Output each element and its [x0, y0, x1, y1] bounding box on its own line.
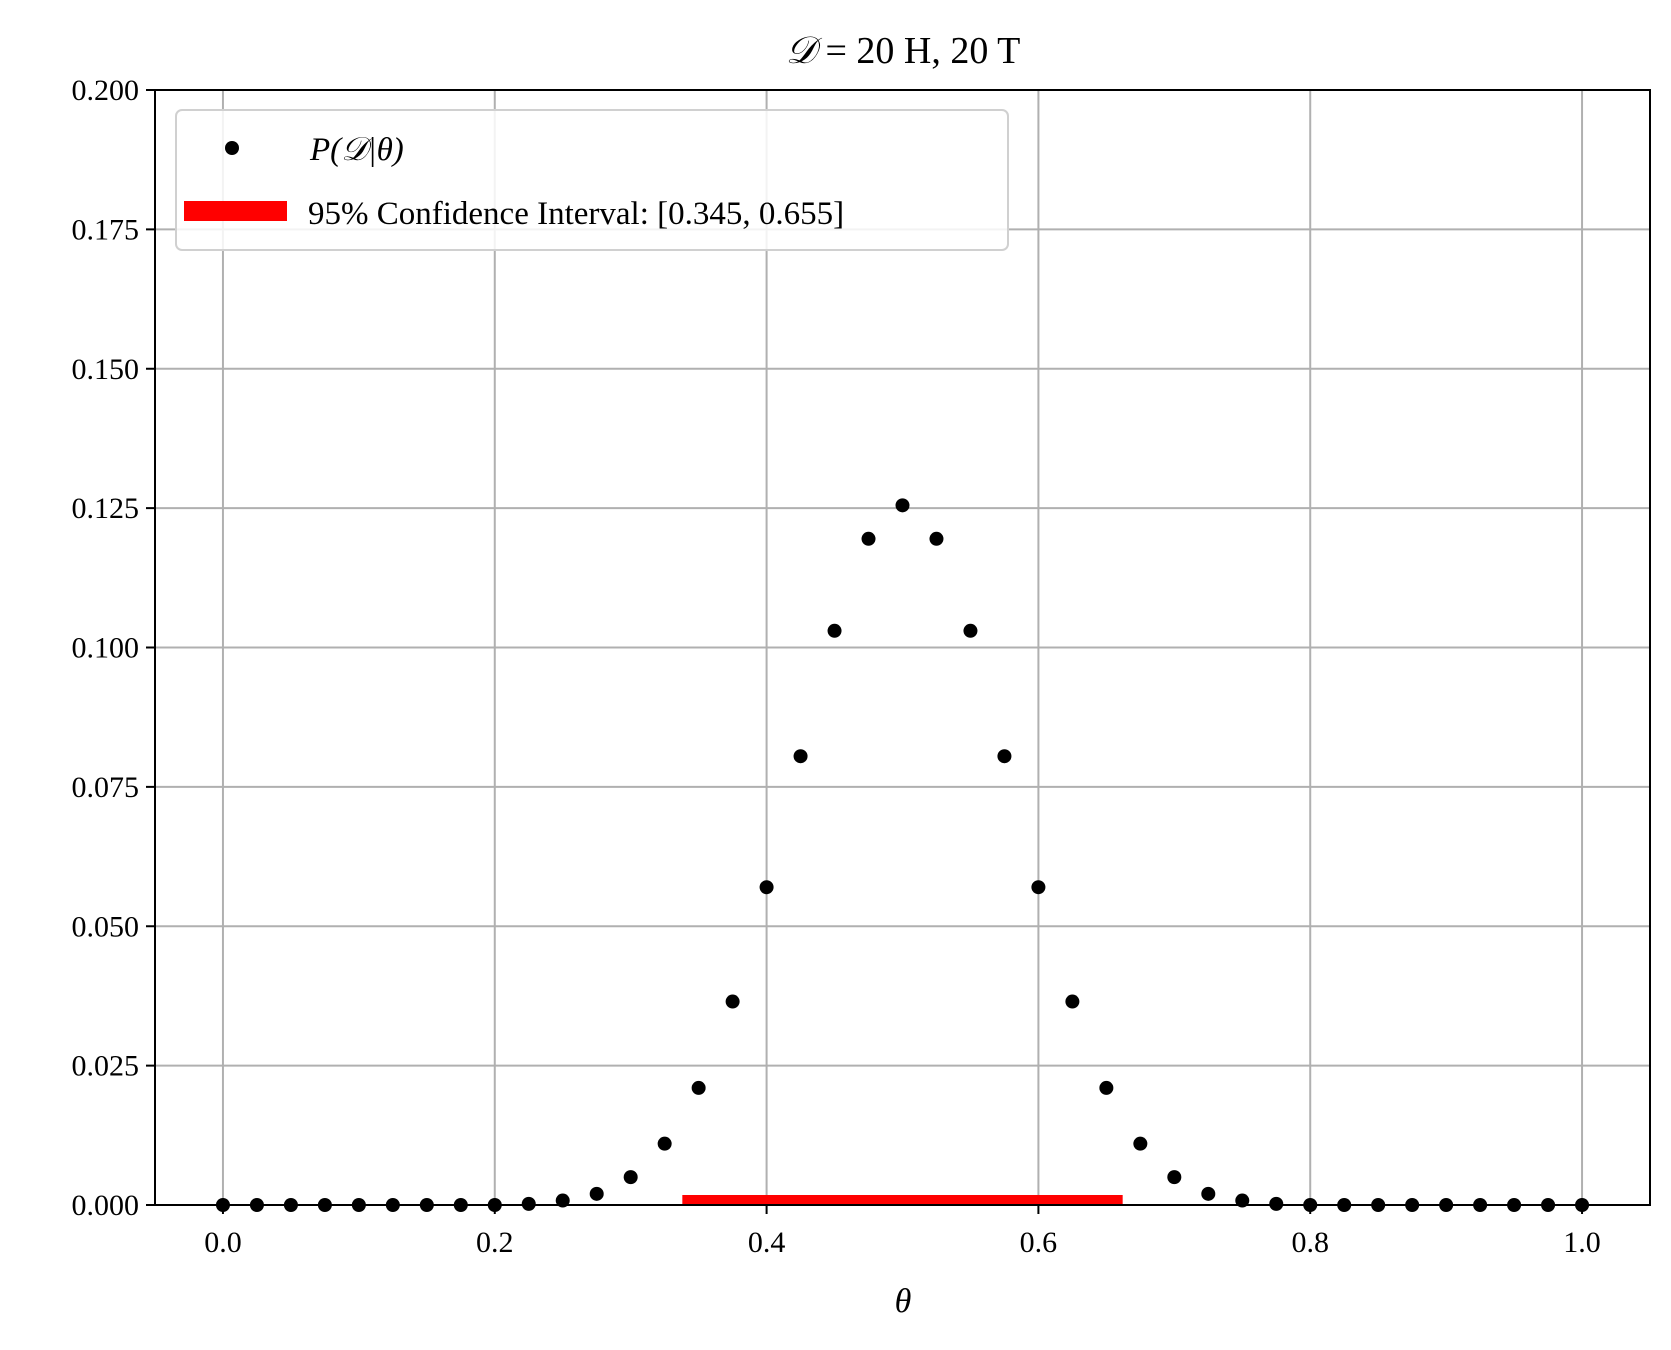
- x-tick-label: 0.6: [1020, 1226, 1058, 1259]
- data-point: [657, 1136, 672, 1151]
- data-point: [1031, 880, 1046, 895]
- data-point: [929, 531, 944, 546]
- y-tick-label: 0.100: [72, 632, 140, 665]
- data-point: [1269, 1196, 1284, 1211]
- data-point: [759, 880, 774, 895]
- data-point: [691, 1080, 706, 1095]
- data-point: [1099, 1080, 1114, 1095]
- data-point: [589, 1186, 604, 1201]
- x-axis-label: θ: [895, 1283, 912, 1320]
- legend-interval-label: 95% Confidence Interval: [0.345, 0.655]: [308, 196, 844, 232]
- legend-interval-swatch: [184, 201, 287, 221]
- y-tick-label: 0.150: [72, 353, 140, 386]
- legend-suffix: |θ): [368, 132, 404, 168]
- title-rest: = 20 H, 20 T: [816, 30, 1020, 72]
- chart-title: 𝒟 = 20 H, 20 T: [786, 30, 1021, 72]
- legend-box: [175, 109, 1009, 251]
- y-tick-label: 0.125: [72, 492, 140, 525]
- data-point: [827, 623, 842, 638]
- legend: P(𝒟|θ) 95% Confidence Interval: [0.345, …: [175, 109, 1009, 251]
- axis-ticks: 0.0 0.2 0.4 0.6 0.8 1.0 0.000 0.025 0.050 0.075 0.…: [72, 74, 1601, 1259]
- y-tick-label: 0.075: [72, 771, 140, 804]
- confidence-interval-bar: [682, 1195, 1123, 1205]
- legend-likelihood-label: P(𝒟|θ): [309, 132, 404, 168]
- data-point: [725, 994, 740, 1009]
- data-point: [963, 623, 978, 638]
- data-point: [793, 749, 808, 764]
- data-point: [623, 1170, 638, 1185]
- y-tick-label: 0.000: [72, 1189, 140, 1222]
- data-point: [895, 498, 910, 513]
- x-tick-label: 0.2: [476, 1226, 514, 1259]
- data-point: [1167, 1170, 1182, 1185]
- data-point: [861, 531, 876, 546]
- x-tick-label: 0.8: [1291, 1226, 1329, 1259]
- y-tick-label: 0.175: [72, 213, 140, 246]
- data-point: [1065, 994, 1080, 1009]
- data-point: [997, 749, 1012, 764]
- y-tick-label: 0.025: [72, 1050, 140, 1083]
- data-point: [1133, 1136, 1148, 1151]
- x-tick-label: 1.0: [1563, 1226, 1601, 1259]
- legend-dot-marker: [225, 141, 239, 155]
- x-tick-label: 0.4: [748, 1226, 786, 1259]
- x-tick-label: 0.0: [204, 1226, 242, 1259]
- legend-prefix: P(: [309, 132, 343, 168]
- y-tick-label: 0.050: [72, 910, 140, 943]
- data-point: [521, 1196, 536, 1211]
- data-point: [1201, 1186, 1216, 1201]
- interval-layer: [682, 1195, 1123, 1205]
- y-tick-label: 0.200: [72, 74, 140, 107]
